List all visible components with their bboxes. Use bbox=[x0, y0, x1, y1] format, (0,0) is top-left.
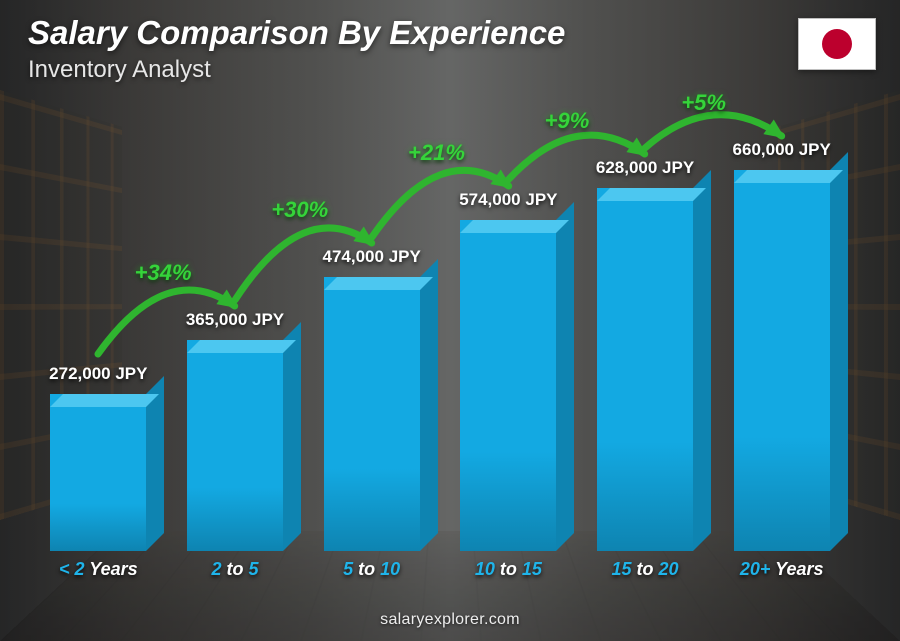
x-cat-accent: < 2 bbox=[59, 559, 85, 579]
bar-top-face bbox=[187, 340, 296, 353]
bar-front-face bbox=[324, 277, 420, 551]
bar-5: 660,000 JPY bbox=[713, 110, 850, 551]
bar-3d bbox=[460, 220, 556, 551]
bar-front-face bbox=[50, 394, 146, 551]
footer-attribution: salaryexplorer.com bbox=[0, 611, 900, 629]
bar-value-label: 660,000 JPY bbox=[733, 140, 831, 160]
bar-3d bbox=[597, 188, 693, 551]
x-cat-plain: Years bbox=[770, 559, 823, 579]
bars-container: 272,000 JPY 365,000 JPY 474,000 JPY 574,000… bbox=[30, 110, 850, 551]
x-category-0: < 2 Years bbox=[30, 559, 167, 595]
bar-value-label: 272,000 JPY bbox=[49, 364, 147, 384]
x-cat-accent: 5 bbox=[249, 559, 259, 579]
x-cat-plain: to bbox=[353, 559, 380, 579]
chart-subtitle: Inventory Analyst bbox=[28, 56, 211, 84]
bar-top-face bbox=[324, 277, 433, 290]
x-cat-accent: 5 bbox=[343, 559, 353, 579]
flag-japan-disc-icon bbox=[822, 29, 852, 59]
x-category-4: 15 to 20 bbox=[577, 559, 714, 595]
x-cat-plain: to bbox=[632, 559, 659, 579]
bar-front-face bbox=[460, 220, 556, 551]
chart-title: Salary Comparison By Experience bbox=[28, 14, 565, 52]
x-cat-accent: 10 bbox=[380, 559, 400, 579]
x-cat-accent: 2 bbox=[211, 559, 221, 579]
bar-3d bbox=[187, 340, 283, 551]
x-category-2: 5 to 10 bbox=[303, 559, 440, 595]
bar-front-face bbox=[734, 170, 830, 551]
bar-side-face bbox=[420, 259, 438, 551]
bar-2: 474,000 JPY bbox=[303, 110, 440, 551]
infographic-stage: Salary Comparison By Experience Inventor… bbox=[0, 0, 900, 641]
bar-side-face bbox=[556, 202, 574, 551]
x-cat-plain: to bbox=[222, 559, 249, 579]
bar-value-label: 474,000 JPY bbox=[323, 247, 421, 267]
x-cat-accent: 20 bbox=[659, 559, 679, 579]
bar-3d bbox=[324, 277, 420, 551]
bar-side-face bbox=[693, 170, 711, 551]
bar-top-face bbox=[734, 170, 843, 183]
bar-front-face bbox=[187, 340, 283, 551]
bar-top-face bbox=[50, 394, 159, 407]
x-cat-accent: 15 bbox=[611, 559, 631, 579]
bar-top-face bbox=[460, 220, 569, 233]
bar-chart: 272,000 JPY 365,000 JPY 474,000 JPY 574,000… bbox=[30, 110, 850, 551]
x-cat-accent: 15 bbox=[522, 559, 542, 579]
bar-value-label: 574,000 JPY bbox=[459, 190, 557, 210]
x-cat-plain: Years bbox=[85, 559, 138, 579]
bar-value-label: 365,000 JPY bbox=[186, 310, 284, 330]
x-axis-labels: < 2 Years2 to 55 to 1010 to 1515 to 2020… bbox=[30, 559, 850, 595]
x-category-5: 20+ Years bbox=[713, 559, 850, 595]
bar-side-face bbox=[283, 322, 301, 551]
x-category-3: 10 to 15 bbox=[440, 559, 577, 595]
bar-3d bbox=[50, 394, 146, 551]
bar-top-face bbox=[597, 188, 706, 201]
x-cat-accent: 20+ bbox=[740, 559, 771, 579]
x-category-1: 2 to 5 bbox=[167, 559, 304, 595]
x-cat-accent: 10 bbox=[475, 559, 495, 579]
bar-side-face bbox=[830, 152, 848, 551]
bar-3d bbox=[734, 170, 830, 551]
bar-1: 365,000 JPY bbox=[167, 110, 304, 551]
bar-3: 574,000 JPY bbox=[440, 110, 577, 551]
bar-front-face bbox=[597, 188, 693, 551]
x-cat-plain: to bbox=[495, 559, 522, 579]
country-flag-japan bbox=[798, 18, 876, 70]
bar-value-label: 628,000 JPY bbox=[596, 158, 694, 178]
bar-0: 272,000 JPY bbox=[30, 110, 167, 551]
bar-4: 628,000 JPY bbox=[577, 110, 714, 551]
